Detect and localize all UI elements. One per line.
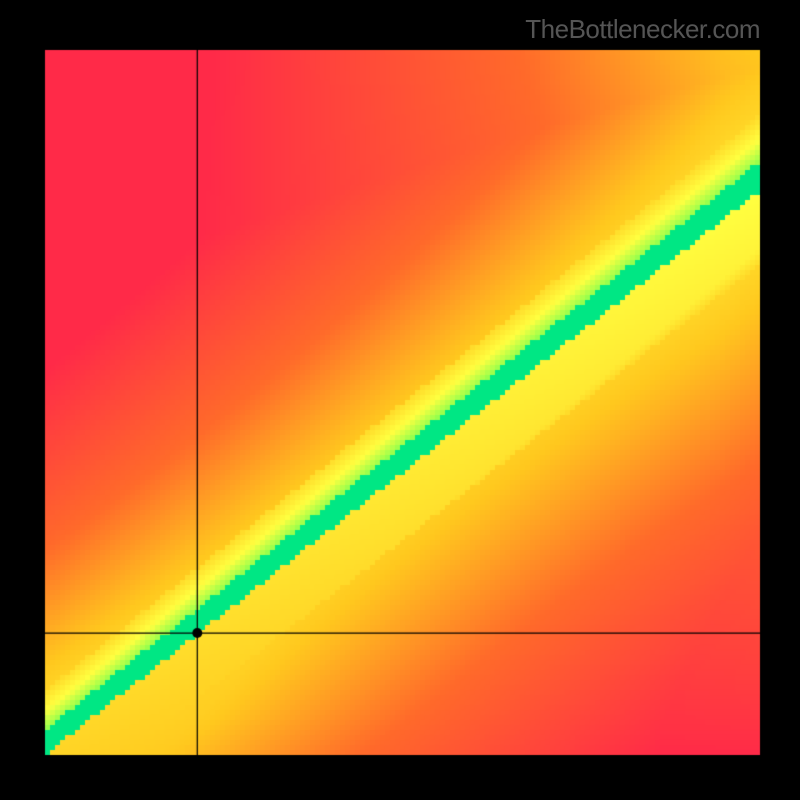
chart-container: TheBottlenecker.com [0, 0, 800, 800]
watermark-text: TheBottlenecker.com [525, 14, 760, 45]
bottleneck-heatmap-canvas [0, 0, 800, 800]
